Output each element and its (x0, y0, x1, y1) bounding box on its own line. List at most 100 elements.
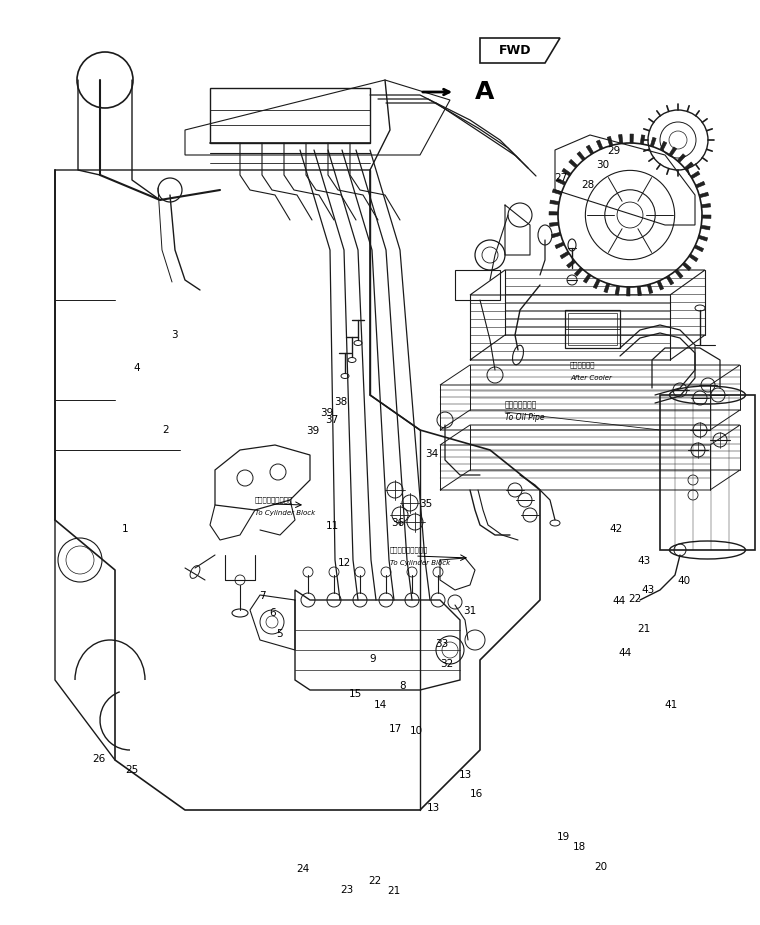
Polygon shape (682, 262, 691, 271)
Polygon shape (556, 179, 566, 185)
Text: 39: 39 (306, 426, 320, 436)
Polygon shape (699, 192, 708, 198)
Polygon shape (607, 136, 613, 146)
Text: To Oil Pipe: To Oil Pipe (505, 413, 545, 423)
Text: 28: 28 (581, 180, 594, 190)
Polygon shape (660, 142, 667, 151)
Text: To Cylinder Block: To Cylinder Block (255, 510, 315, 516)
Polygon shape (694, 245, 704, 252)
Text: 14: 14 (373, 700, 387, 709)
Text: 30: 30 (596, 160, 610, 169)
Bar (568, 313, 617, 345)
Text: 12: 12 (337, 559, 351, 568)
Polygon shape (568, 159, 578, 167)
Polygon shape (586, 145, 594, 154)
Text: 4: 4 (134, 364, 140, 373)
Text: 23: 23 (340, 885, 353, 894)
Polygon shape (667, 276, 674, 285)
Text: 24: 24 (296, 865, 309, 874)
Polygon shape (626, 287, 630, 296)
Polygon shape (549, 200, 559, 204)
Polygon shape (584, 274, 591, 283)
Text: 26: 26 (92, 755, 106, 764)
Polygon shape (695, 181, 705, 188)
Polygon shape (691, 171, 700, 179)
Text: 13: 13 (426, 804, 440, 813)
Text: 5: 5 (277, 629, 283, 638)
Polygon shape (597, 140, 603, 150)
Bar (660, 395, 755, 550)
Bar (210, 88, 370, 143)
Text: FWD: FWD (499, 44, 531, 57)
Text: 6: 6 (269, 609, 275, 618)
Polygon shape (651, 137, 656, 147)
Text: 31: 31 (463, 606, 477, 615)
Polygon shape (615, 286, 619, 295)
Polygon shape (637, 286, 641, 296)
Text: 39: 39 (320, 409, 334, 418)
Text: 37: 37 (325, 415, 338, 425)
Text: 10: 10 (410, 726, 423, 735)
Polygon shape (577, 152, 585, 161)
Text: 8: 8 (400, 682, 406, 691)
Text: 25: 25 (125, 765, 138, 774)
Bar (455, 270, 500, 300)
Text: 36: 36 (391, 518, 405, 527)
Polygon shape (575, 267, 583, 277)
Text: 18: 18 (572, 843, 586, 852)
Text: 9: 9 (369, 654, 375, 663)
Text: 35: 35 (419, 500, 432, 509)
Polygon shape (619, 134, 622, 143)
Text: 7: 7 (259, 591, 265, 600)
Text: 22: 22 (368, 876, 382, 885)
Text: 33: 33 (435, 639, 448, 648)
Polygon shape (604, 283, 610, 292)
Text: 21: 21 (637, 624, 651, 634)
Polygon shape (701, 204, 711, 208)
Polygon shape (657, 280, 663, 290)
Text: 17: 17 (388, 724, 402, 734)
Text: 19: 19 (557, 832, 571, 842)
Text: シリンダブロックへ: シリンダブロックへ (255, 497, 293, 503)
Polygon shape (698, 235, 708, 241)
Polygon shape (701, 226, 710, 230)
Polygon shape (560, 252, 569, 259)
Bar (565, 310, 620, 348)
Text: 15: 15 (349, 689, 363, 698)
Polygon shape (640, 135, 645, 144)
Text: After Cooler: After Cooler (570, 375, 612, 381)
Polygon shape (562, 168, 572, 176)
Text: 21: 21 (387, 886, 401, 895)
Text: オイルパイプへ: オイルパイプへ (505, 401, 537, 410)
Polygon shape (702, 215, 711, 218)
Polygon shape (675, 269, 683, 278)
Polygon shape (549, 212, 558, 215)
Polygon shape (677, 154, 686, 163)
Text: 41: 41 (664, 700, 678, 709)
Text: 13: 13 (458, 771, 472, 780)
Text: 3: 3 (172, 330, 178, 339)
Text: 16: 16 (470, 789, 483, 798)
Text: 44: 44 (612, 597, 625, 606)
Text: To Cylinder Block: To Cylinder Block (390, 560, 450, 566)
Text: 44: 44 (618, 648, 632, 658)
Text: 34: 34 (425, 450, 439, 459)
Text: 43: 43 (641, 586, 655, 595)
Text: 32: 32 (440, 660, 454, 669)
Polygon shape (630, 134, 634, 143)
Polygon shape (549, 222, 559, 227)
Text: 2: 2 (163, 426, 169, 435)
Text: 1: 1 (122, 524, 128, 534)
Polygon shape (555, 242, 565, 249)
Text: 43: 43 (638, 556, 651, 565)
Text: 38: 38 (334, 398, 348, 407)
Text: シリンダブロックへ: シリンダブロックへ (390, 547, 428, 553)
Text: 42: 42 (609, 524, 622, 534)
Polygon shape (551, 232, 561, 238)
Text: アフタクーラ: アフタクーラ (570, 362, 596, 368)
Polygon shape (669, 147, 676, 156)
Polygon shape (553, 189, 562, 195)
Polygon shape (566, 260, 575, 268)
Text: 22: 22 (628, 595, 641, 604)
Polygon shape (648, 284, 653, 293)
